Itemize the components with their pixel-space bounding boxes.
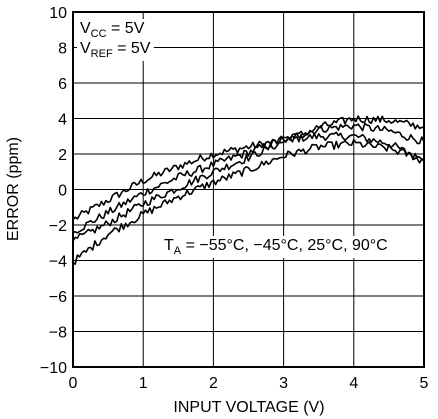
plot-frame bbox=[72, 11, 425, 368]
temperature-label-background bbox=[161, 236, 391, 258]
y-tick-label: −4 bbox=[49, 254, 67, 271]
y-tick-label: −8 bbox=[49, 325, 67, 342]
y-tick-label: 6 bbox=[58, 76, 67, 93]
conditions-label-background bbox=[77, 19, 154, 61]
series-line-2 bbox=[72, 122, 425, 234]
x-tick-label: 2 bbox=[209, 375, 218, 392]
y-axis-title: ERROR (ppm) bbox=[5, 137, 22, 241]
x-axis-title: INPUT VOLTAGE (V) bbox=[173, 399, 324, 416]
y-tick-label: −10 bbox=[40, 360, 67, 377]
series-line-3 bbox=[72, 115, 424, 242]
y-tick-label: 8 bbox=[58, 41, 67, 58]
x-tick-label: 0 bbox=[69, 375, 78, 392]
x-tick-labels: 0 1 2 3 4 5 bbox=[69, 375, 429, 392]
x-tick-label: 4 bbox=[349, 375, 358, 392]
y-tick-label: 10 bbox=[49, 5, 67, 22]
y-tick-label: 2 bbox=[58, 147, 67, 164]
y-tick-label: 0 bbox=[58, 183, 67, 200]
y-tick-label: −6 bbox=[49, 289, 67, 306]
x-tick-label: 5 bbox=[420, 375, 429, 392]
x-tick-label: 1 bbox=[139, 375, 148, 392]
series-line-1 bbox=[72, 131, 425, 221]
y-tick-labels: 10 8 6 4 2 0 −2 −4 −6 −8 −10 bbox=[40, 5, 67, 377]
vcc-annotation: VCC = 5V bbox=[80, 20, 145, 40]
x-tick-label: 3 bbox=[279, 375, 288, 392]
vref-annotation: VREF = 5V bbox=[80, 40, 151, 60]
y-tick-label: −2 bbox=[49, 218, 67, 235]
series-line-4 bbox=[72, 138, 424, 265]
y-tick-label: 4 bbox=[58, 112, 67, 129]
series-lines bbox=[72, 115, 425, 265]
grid-lines bbox=[72, 11, 425, 368]
temperature-annotation: TA = −55°C, −45°C, 25°C, 90°C bbox=[164, 237, 388, 257]
